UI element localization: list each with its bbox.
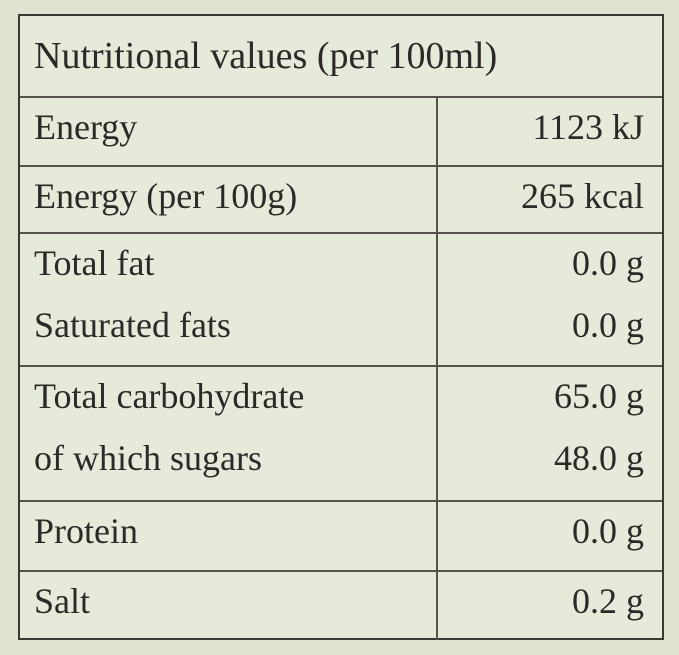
nutrient-label: Energy (per 100g) xyxy=(34,176,298,216)
table-row: Protein 0.0 g xyxy=(20,500,662,570)
column-divider xyxy=(436,367,438,500)
table-row: Salt 0.2 g xyxy=(20,570,662,640)
nutrient-label: Protein xyxy=(34,511,138,551)
nutrient-value: 65.0 g xyxy=(554,376,644,416)
nutrient-value: 0.2 g xyxy=(572,581,644,621)
table-row: Total carbohydrate 65.0 g of which sugars 4… xyxy=(20,365,662,500)
column-divider xyxy=(436,98,438,165)
nutrient-value: 48.0 g xyxy=(554,438,644,478)
table-row: Energy (per 100g) 265 kcal xyxy=(20,165,662,232)
column-divider xyxy=(436,572,438,640)
table-title: Nutritional values (per 100ml) xyxy=(34,35,498,77)
nutrition-table: Nutritional values (per 100ml) Energy 112… xyxy=(18,14,664,640)
nutrient-value: 1123 kJ xyxy=(532,107,644,147)
column-divider xyxy=(436,234,438,365)
nutrient-value: 0.0 g xyxy=(572,243,644,283)
table-row: Energy 1123 kJ xyxy=(20,96,662,165)
nutrient-label: Total carbohydrate xyxy=(34,376,305,416)
table-row: Total fat 0.0 g Saturated fats 0.0 g xyxy=(20,232,662,365)
nutrient-label: Total fat xyxy=(34,243,155,283)
nutrient-value: 0.0 g xyxy=(572,305,644,345)
nutrient-label: Saturated fats xyxy=(34,305,231,345)
column-divider xyxy=(436,167,438,232)
nutrient-label: Energy xyxy=(34,107,138,147)
nutrient-value: 265 kcal xyxy=(521,176,644,216)
column-divider xyxy=(436,502,438,570)
nutrient-label: Salt xyxy=(34,581,91,621)
nutrient-value: 0.0 g xyxy=(572,511,644,551)
nutrient-label: of which sugars xyxy=(34,438,262,478)
